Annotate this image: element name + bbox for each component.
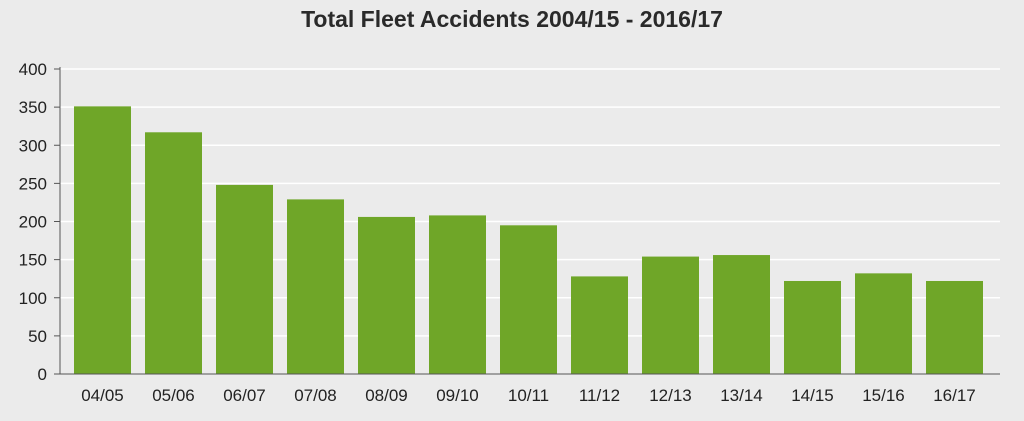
x-tick-label: 11/12: [579, 386, 620, 405]
x-tick-label: 04/05: [81, 386, 124, 405]
axes: 0 50 100 150 200 250 300 350 400 04/05 05/06 06/07 0…: [19, 60, 1000, 405]
y-tick-label: 0: [38, 365, 47, 384]
bar: [784, 280, 841, 374]
bar: [216, 184, 273, 374]
x-tick-label: 08/09: [365, 386, 408, 405]
chart-title: Total Fleet Accidents 2004/15 - 2016/17: [301, 6, 723, 32]
x-tick-label: 15/16: [862, 386, 905, 405]
bar: [500, 225, 557, 374]
x-tick-label: 10/11: [508, 386, 549, 405]
bar: [429, 215, 486, 374]
y-tick-label: 200: [19, 213, 47, 232]
bar: [287, 199, 344, 374]
bars: [74, 106, 983, 375]
bar: [855, 273, 912, 374]
x-tick-label: 09/10: [436, 386, 479, 405]
bar: [358, 216, 415, 374]
x-tick-label: 06/07: [223, 386, 266, 405]
y-tick-label: 400: [19, 60, 47, 79]
bar: [926, 280, 983, 374]
x-tick-label: 14/15: [791, 386, 834, 405]
bar: [571, 276, 628, 374]
y-tick-label: 250: [19, 174, 47, 193]
bar: [145, 132, 202, 374]
x-tick-label: 16/17: [933, 386, 976, 405]
bar: [713, 255, 770, 374]
x-tick-label: 05/06: [152, 386, 195, 405]
y-tick-label: 50: [28, 327, 47, 346]
y-tick-label: 150: [19, 251, 47, 270]
bar: [74, 106, 131, 375]
bar: [642, 256, 699, 374]
y-tick-label: 100: [19, 289, 47, 308]
x-tick-label: 07/08: [294, 386, 337, 405]
x-tick-label: 13/14: [720, 386, 763, 405]
y-tick-label: 300: [19, 136, 47, 155]
y-tick-label: 350: [19, 98, 47, 117]
x-tick-label: 12/13: [649, 386, 692, 405]
